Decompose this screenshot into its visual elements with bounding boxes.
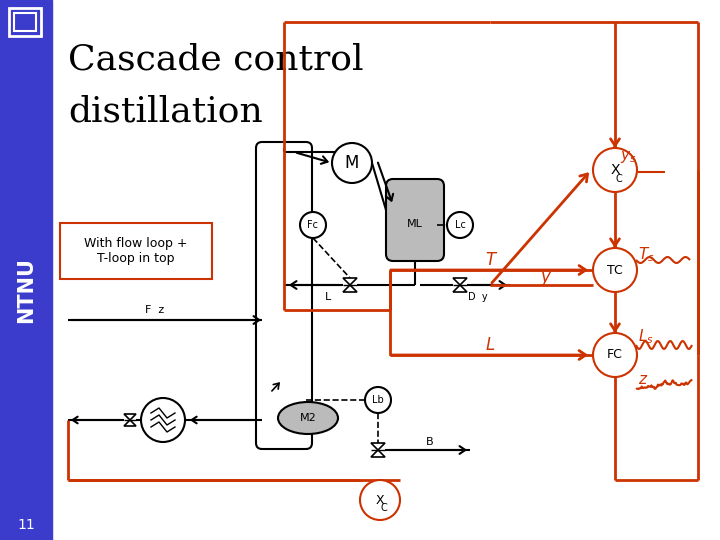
Text: T: T — [485, 251, 495, 269]
Text: C: C — [616, 174, 622, 184]
Bar — [0, 0, 52, 540]
Text: V1: V1 — [284, 220, 297, 230]
Text: $y_s$: $y_s$ — [620, 149, 636, 165]
Circle shape — [593, 248, 637, 292]
Text: Cascade control: Cascade control — [68, 42, 364, 76]
Circle shape — [360, 480, 400, 520]
Text: distillation: distillation — [68, 95, 263, 129]
Bar — [14, 13, 36, 31]
Ellipse shape — [278, 402, 338, 434]
Text: ML: ML — [407, 219, 423, 229]
Text: z: z — [638, 373, 646, 388]
Text: Fc: Fc — [307, 220, 318, 230]
Text: Lc: Lc — [454, 220, 465, 230]
FancyBboxPatch shape — [386, 179, 444, 261]
Circle shape — [300, 212, 326, 238]
Text: NTNU: NTNU — [16, 257, 36, 323]
Bar — [9, 8, 41, 36]
Text: D  y: D y — [468, 292, 488, 302]
Text: With flow loop +
T-loop in top: With flow loop + T-loop in top — [84, 237, 188, 265]
Polygon shape — [124, 420, 136, 426]
Text: F  z: F z — [145, 305, 165, 315]
Text: TC: TC — [607, 264, 623, 276]
Circle shape — [593, 148, 637, 192]
Circle shape — [447, 212, 473, 238]
Text: L: L — [325, 292, 331, 302]
Circle shape — [332, 143, 372, 183]
Polygon shape — [371, 450, 385, 457]
Polygon shape — [371, 443, 385, 450]
Text: M2: M2 — [300, 413, 316, 423]
Text: FC: FC — [607, 348, 623, 361]
Text: B: B — [426, 437, 434, 447]
Circle shape — [365, 387, 391, 413]
Text: M: M — [345, 154, 359, 172]
Polygon shape — [453, 278, 467, 285]
Text: $L_s$: $L_s$ — [638, 328, 654, 346]
Text: 11: 11 — [17, 518, 35, 532]
Text: X: X — [611, 163, 620, 177]
Polygon shape — [343, 278, 357, 285]
FancyBboxPatch shape — [256, 142, 312, 449]
FancyBboxPatch shape — [60, 223, 212, 279]
Text: C: C — [381, 503, 387, 513]
Text: $T_s$: $T_s$ — [638, 246, 654, 265]
Text: L: L — [485, 336, 495, 354]
Circle shape — [593, 333, 637, 377]
Polygon shape — [124, 414, 136, 420]
Text: Lb: Lb — [372, 395, 384, 405]
Circle shape — [141, 398, 185, 442]
Text: V: V — [266, 395, 274, 405]
Text: X: X — [376, 494, 384, 507]
Polygon shape — [343, 285, 357, 292]
Polygon shape — [453, 285, 467, 292]
Text: y: y — [540, 268, 550, 286]
